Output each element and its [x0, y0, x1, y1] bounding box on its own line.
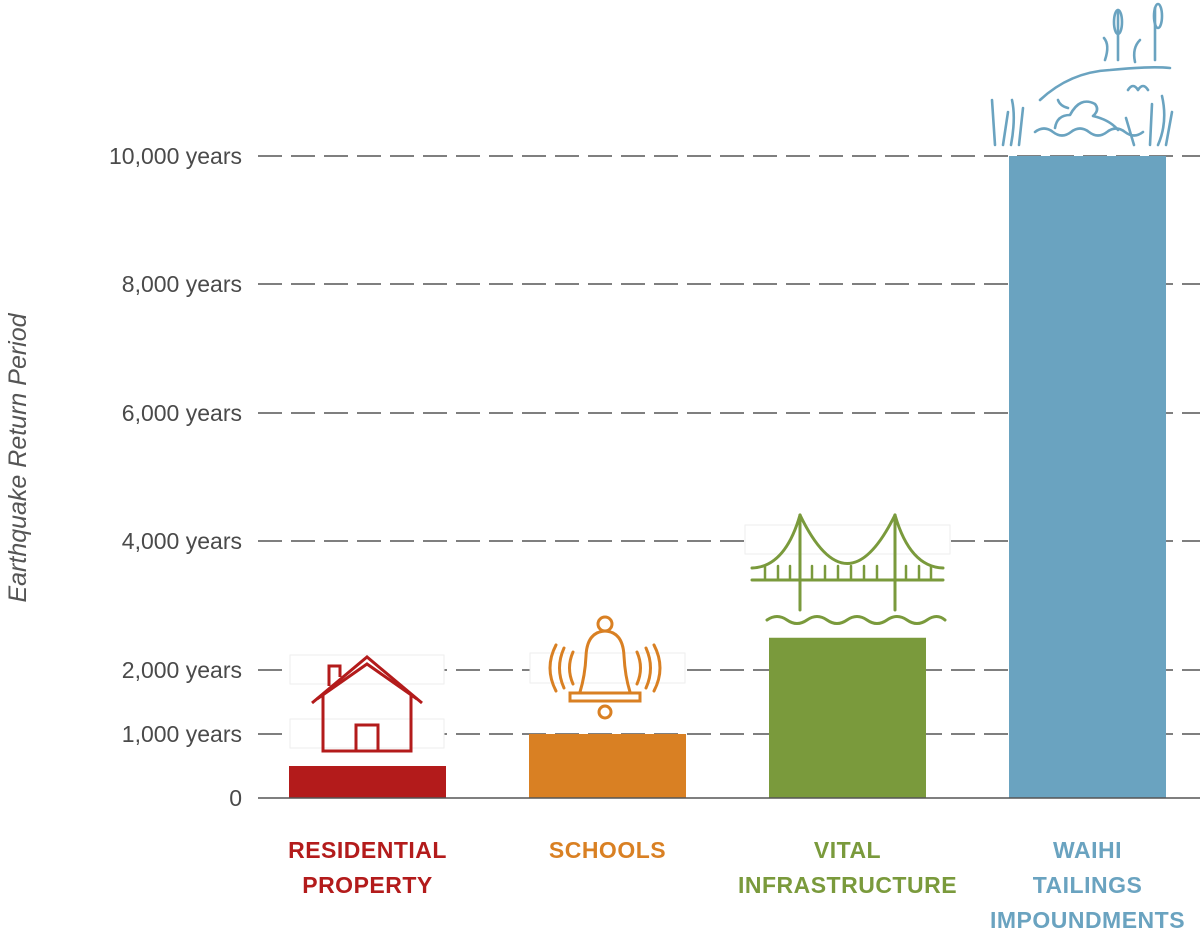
y-tick-label: 0 — [229, 785, 242, 811]
bar — [529, 734, 686, 798]
gridlines — [258, 155, 1200, 735]
y-tick-label: 10,000 years — [109, 143, 242, 169]
category-label: INFRASTRUCTURE — [738, 872, 957, 898]
category-label: PROPERTY — [302, 872, 433, 898]
bars — [289, 156, 1166, 798]
category-label: RESIDENTIAL — [288, 837, 447, 863]
y-tick-label: 8,000 years — [122, 271, 242, 297]
y-axis-label: Earthquake Return Period — [4, 312, 32, 602]
y-axis-ticks: 0 1,000 years 2,000 years 4,000 years 6,000 … — [109, 143, 242, 811]
category-label: WAIHI — [1053, 837, 1122, 863]
bell-icon — [529, 615, 686, 720]
bar — [769, 637, 926, 798]
bar — [1009, 156, 1166, 798]
y-tick-label: 4,000 years — [122, 528, 242, 554]
wetland-duck-icon — [990, 2, 1174, 147]
y-tick-label: 2,000 years — [122, 657, 242, 683]
bar — [289, 766, 446, 798]
category-label: SCHOOLS — [549, 837, 666, 863]
y-tick-label: 1,000 years — [122, 721, 242, 747]
bar-icons — [289, 2, 1174, 753]
category-label: IMPOUNDMENTS — [990, 907, 1185, 933]
category-label: VITAL — [814, 837, 881, 863]
category-labels: RESIDENTIAL PROPERTY SCHOOLS VITAL INFRASTRU… — [288, 837, 1185, 933]
house-icon — [289, 654, 445, 753]
category-label: TAILINGS — [1033, 872, 1143, 898]
y-tick-label: 6,000 years — [122, 400, 242, 426]
bridge-icon — [744, 513, 951, 625]
